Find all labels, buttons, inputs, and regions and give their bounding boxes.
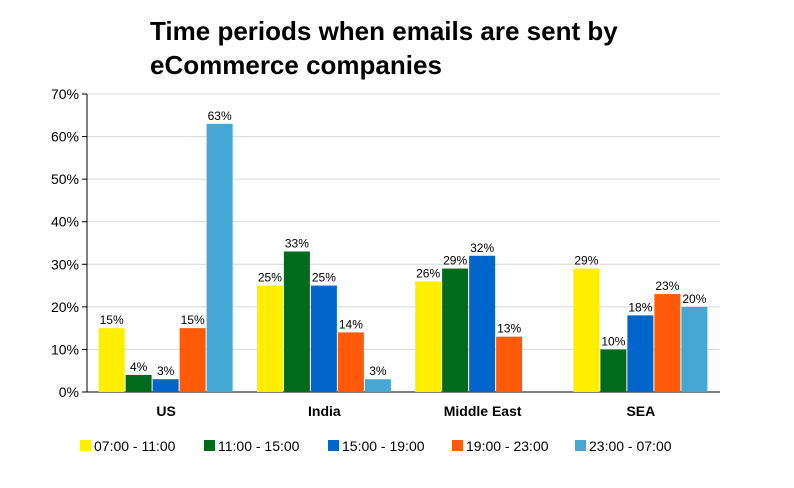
chart-title-line-2: eCommerce companies (150, 50, 442, 80)
data-label: 25% (312, 271, 336, 285)
legend-label: 23:00 - 07:00 (589, 438, 672, 454)
bar-sea-4 (681, 306, 708, 392)
bar-india-3 (337, 332, 364, 392)
bar-middle-east-3 (496, 336, 523, 392)
legend-swatch (328, 440, 339, 451)
bar-us-1 (125, 374, 152, 392)
data-label: 29% (574, 254, 598, 268)
data-label: 29% (443, 254, 467, 268)
category-label: India (308, 403, 341, 419)
y-tick-label: 40% (51, 214, 79, 230)
data-label: 20% (682, 292, 706, 306)
bar-middle-east-0 (415, 281, 442, 392)
legend-label: 07:00 - 11:00 (94, 438, 176, 454)
chart-title-line-1: Time periods when emails are sent by (150, 16, 618, 46)
bar-sea-0 (573, 268, 600, 392)
data-label: 3% (369, 364, 387, 378)
data-label: 33% (285, 237, 309, 251)
data-label: 26% (416, 266, 440, 280)
legend-label: 15:00 - 19:00 (342, 438, 425, 454)
bar-us-4 (206, 123, 233, 393)
category-label: Middle East (444, 403, 522, 419)
bar-india-4 (364, 379, 391, 392)
bar-us-3 (179, 328, 206, 392)
y-tick-label: 60% (51, 129, 79, 145)
data-label: 14% (339, 317, 363, 331)
bar-us-0 (98, 328, 125, 392)
y-tick-label: 70% (51, 86, 79, 102)
data-label: 23% (655, 279, 679, 293)
y-tick-label: 10% (51, 341, 79, 357)
bar-sea-2 (627, 315, 654, 392)
legend-label: 11:00 - 15:00 (218, 438, 300, 454)
data-label: 18% (628, 300, 652, 314)
y-tick-label: 20% (51, 299, 79, 315)
y-tick-label: 0% (59, 384, 79, 400)
data-label: 3% (157, 364, 175, 378)
y-tick-label: 50% (51, 171, 79, 187)
data-label: 15% (100, 313, 124, 327)
category-label: SEA (626, 403, 655, 419)
data-label: 32% (470, 241, 494, 255)
legend-swatch (452, 440, 463, 451)
legend-label: 19:00 - 23:00 (466, 438, 549, 454)
bar-middle-east-2 (469, 255, 496, 392)
bar-india-2 (310, 285, 337, 392)
data-label: 15% (181, 313, 205, 327)
chart-title: Time periods when emails are sent by eCo… (150, 14, 618, 82)
bar-middle-east-1 (442, 268, 469, 392)
bar-sea-3 (654, 294, 681, 392)
bar-us-2 (152, 379, 179, 392)
data-label: 10% (601, 334, 625, 348)
data-label: 25% (258, 271, 282, 285)
bar-sea-1 (600, 349, 627, 392)
legend-swatch (204, 440, 215, 451)
data-label: 4% (130, 360, 148, 374)
legend-swatch (80, 440, 91, 451)
legend-swatch (575, 440, 586, 451)
y-tick-label: 30% (51, 256, 79, 272)
data-label: 63% (208, 109, 232, 123)
bar-india-0 (256, 285, 283, 392)
bar-india-1 (283, 251, 310, 392)
category-label: US (156, 403, 175, 419)
data-label: 13% (497, 322, 521, 336)
